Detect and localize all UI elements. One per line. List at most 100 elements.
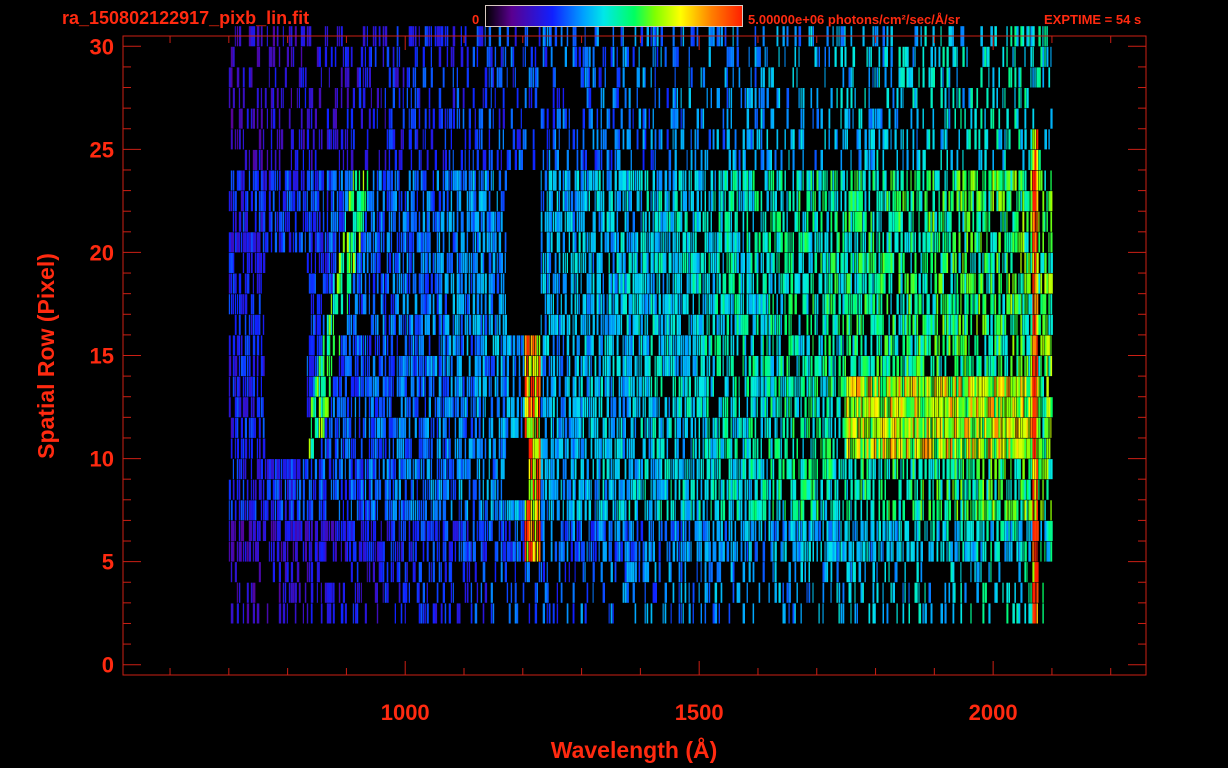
heatmap-cell <box>320 582 322 603</box>
heatmap-cell <box>338 376 342 397</box>
heatmap-cell <box>576 335 579 356</box>
heatmap-cell <box>336 397 340 418</box>
heatmap-cell <box>504 438 507 459</box>
heatmap-cell <box>242 459 245 480</box>
heatmap-cell <box>542 603 545 624</box>
heatmap-cell <box>952 376 955 397</box>
heatmap-cell <box>672 314 676 335</box>
heatmap-cell <box>368 562 371 583</box>
heatmap-cell <box>694 520 697 541</box>
heatmap-cell <box>650 417 653 438</box>
heatmap-cell <box>920 459 923 480</box>
heatmap-cell <box>726 335 729 356</box>
heatmap-cell <box>700 314 703 335</box>
heatmap-cell <box>624 541 627 562</box>
heatmap-cell <box>812 582 814 603</box>
heatmap-cell <box>422 479 424 500</box>
heatmap-cell <box>460 294 463 315</box>
heatmap-cell <box>956 459 958 480</box>
heatmap-cell <box>466 582 469 603</box>
heatmap-cell <box>676 541 678 562</box>
heatmap-cell <box>698 438 701 459</box>
heatmap-cell <box>400 603 403 624</box>
heatmap-cell <box>868 438 871 459</box>
heatmap-cell <box>484 541 487 562</box>
heatmap-cell <box>484 314 488 335</box>
heatmap-cell <box>520 335 523 356</box>
heatmap-cell <box>948 397 951 418</box>
heatmap-cell <box>944 356 947 377</box>
heatmap-cell <box>650 294 653 315</box>
heatmap-cell <box>800 376 803 397</box>
heatmap-cell <box>750 397 753 418</box>
heatmap-cell <box>894 459 896 480</box>
heatmap-cell <box>680 335 683 356</box>
heatmap-cell <box>552 603 555 624</box>
heatmap-cell <box>1044 294 1047 315</box>
heatmap-cell <box>296 520 300 541</box>
heatmap-cell <box>692 232 694 253</box>
heatmap-cell <box>266 459 270 480</box>
heatmap-cell <box>536 376 539 397</box>
heatmap-cell <box>364 417 367 438</box>
heatmap-cell <box>752 438 755 459</box>
heatmap-cell <box>886 376 889 397</box>
heatmap-cell <box>250 232 254 253</box>
heatmap-cell <box>302 459 305 480</box>
heatmap-cell <box>364 273 367 294</box>
heatmap-cell <box>458 356 462 377</box>
heatmap-cell <box>788 562 791 583</box>
heatmap-cell <box>910 294 912 315</box>
heatmap-cell <box>880 417 882 438</box>
heatmap-cell <box>816 294 819 315</box>
heatmap-cell <box>1040 541 1042 562</box>
heatmap-cell <box>578 335 580 356</box>
heatmap-cell <box>358 500 361 521</box>
heatmap-cell <box>446 438 449 459</box>
heatmap-cell <box>442 479 446 500</box>
heatmap-cell <box>786 356 788 377</box>
heatmap-cell <box>784 232 787 253</box>
heatmap-cell <box>892 417 895 438</box>
heatmap-cell <box>350 479 354 500</box>
heatmap-cell <box>720 397 722 418</box>
heatmap-cell <box>240 500 243 521</box>
heatmap-cell <box>252 500 255 521</box>
heatmap-cell <box>464 417 467 438</box>
heatmap-cell <box>588 417 590 438</box>
heatmap-cell <box>662 603 664 624</box>
heatmap-cell <box>1028 376 1031 397</box>
heatmap-cell <box>860 479 862 500</box>
heatmap-cell <box>422 417 426 438</box>
heatmap-cell <box>270 500 273 521</box>
heatmap-cell <box>320 603 323 624</box>
heatmap-cell <box>498 438 501 459</box>
heatmap-cell <box>1006 294 1009 315</box>
heatmap-cell <box>600 397 603 418</box>
heatmap-cell <box>848 417 851 438</box>
heatmap-cell <box>976 582 979 603</box>
heatmap-cell <box>1044 541 1046 562</box>
heatmap-cell <box>1024 294 1026 315</box>
heatmap-cell <box>982 397 985 418</box>
heatmap-cell <box>966 376 969 397</box>
heatmap-cell <box>704 252 706 273</box>
heatmap-cell <box>596 417 599 438</box>
heatmap-cell <box>330 417 333 438</box>
heatmap-cell <box>1036 417 1039 438</box>
heatmap-cell <box>1048 273 1051 294</box>
heatmap-cell <box>940 397 943 418</box>
heatmap-cell <box>600 314 603 335</box>
heatmap-cell <box>918 376 921 397</box>
heatmap-cell <box>428 356 431 377</box>
heatmap-cell <box>982 273 984 294</box>
heatmap-cell <box>616 520 619 541</box>
heatmap-cell <box>1002 417 1005 438</box>
heatmap-cell <box>910 438 912 459</box>
heatmap-cell <box>242 294 245 315</box>
heatmap-cell <box>1028 438 1031 459</box>
heatmap-cell <box>282 459 286 480</box>
heatmap-cell <box>950 459 953 480</box>
heatmap-cell <box>752 459 755 480</box>
heatmap-cell <box>228 397 231 418</box>
